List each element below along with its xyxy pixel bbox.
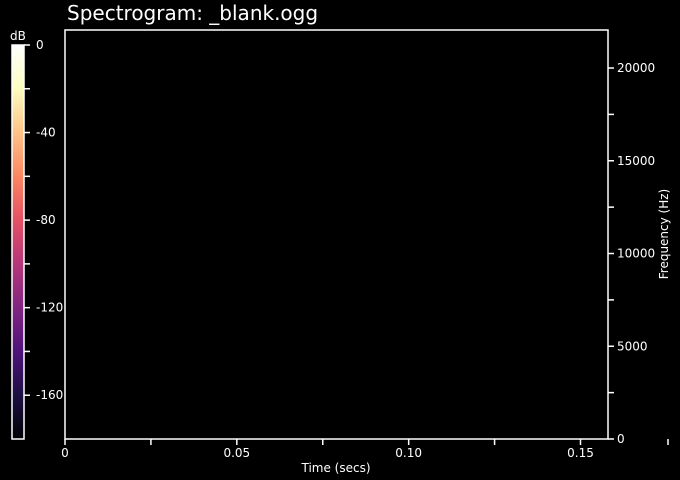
x-axis-ticks: 0 0.05 0.10 0.15	[61, 439, 594, 460]
x-tick-label: 0.05	[223, 446, 250, 460]
colorbar-tick-label: 0	[36, 38, 44, 52]
colorbar-tick-label: -160	[36, 388, 63, 402]
y-tick-label: 20000	[617, 61, 655, 75]
colorbar-ticks: 0 -40 -80 -120 -160	[24, 38, 63, 402]
y-axis-ticks: 0 5000 10000 15000 20000	[608, 61, 655, 446]
x-tick-label: 0.10	[395, 446, 422, 460]
y-tick-label: 15000	[617, 154, 655, 168]
colorbar-label: dB	[10, 29, 26, 43]
y-tick-label: 5000	[617, 339, 648, 353]
y-tick-label: 10000	[617, 247, 655, 261]
colorbar	[11, 44, 25, 440]
x-tick-label: 0	[61, 446, 69, 460]
y-tick-label: 0	[617, 432, 625, 446]
colorbar-tick-label: -80	[36, 213, 56, 227]
y-axis-label: Frequency (Hz)	[657, 189, 671, 280]
plot-area	[64, 29, 609, 440]
chart-title: Spectrogram: _blank.ogg	[67, 1, 318, 25]
colorbar-tick-label: -40	[36, 126, 56, 140]
colorbar-tick-label: -120	[36, 301, 63, 315]
x-tick-label: 0.15	[567, 446, 594, 460]
x-axis-label: Time (secs)	[300, 461, 370, 475]
